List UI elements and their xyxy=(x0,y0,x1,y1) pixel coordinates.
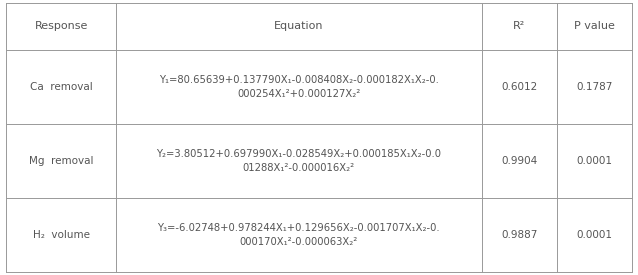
Text: Ca  removal: Ca removal xyxy=(30,82,93,92)
Text: 0.6012: 0.6012 xyxy=(501,82,537,92)
Text: Mg  removal: Mg removal xyxy=(29,156,93,166)
Text: R²: R² xyxy=(513,21,525,31)
Text: H₂  volume: H₂ volume xyxy=(33,230,89,240)
Text: 0.1787: 0.1787 xyxy=(576,82,612,92)
Text: Y₃=-6.02748+0.978244X₁+0.129656X₂-0.001707X₁X₂-0.
000170X₁²-0.000063X₂²: Y₃=-6.02748+0.978244X₁+0.129656X₂-0.0017… xyxy=(158,223,440,247)
Text: Equation: Equation xyxy=(274,21,323,31)
Text: Response: Response xyxy=(34,21,88,31)
Text: Y₁=80.65639+0.137790X₁-0.008408X₂-0.000182X₁X₂-0.
000254X₁²+0.000127X₂²: Y₁=80.65639+0.137790X₁-0.008408X₂-0.0001… xyxy=(159,75,438,99)
Text: 0.0001: 0.0001 xyxy=(576,156,612,166)
Text: 0.9904: 0.9904 xyxy=(501,156,537,166)
Text: 0.0001: 0.0001 xyxy=(576,230,612,240)
Text: 0.9887: 0.9887 xyxy=(501,230,537,240)
Text: Y₂=3.80512+0.697990X₁-0.028549X₂+0.000185X₁X₂-0.0
01288X₁²-0.000016X₂²: Y₂=3.80512+0.697990X₁-0.028549X₂+0.00018… xyxy=(156,149,441,173)
Text: P value: P value xyxy=(574,21,614,31)
